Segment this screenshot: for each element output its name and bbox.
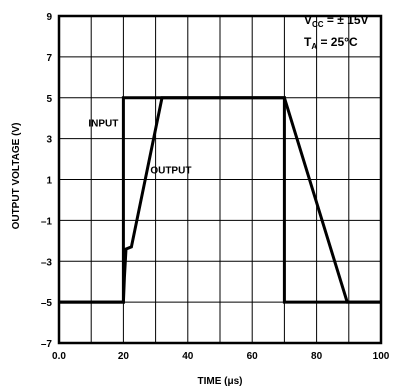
x-tick-label: 60 [247, 351, 259, 362]
y-tick-label: 5 [46, 94, 52, 105]
y-tick-label: –1 [41, 216, 53, 227]
x-tick-label: 100 [373, 351, 390, 362]
y-tick-label: –3 [41, 257, 53, 268]
x-tick-label: 0.0 [52, 351, 66, 362]
series-labels: INPUT OUTPUT [88, 118, 191, 176]
series-label-output: OUTPUT [150, 165, 191, 176]
vcc-prefix: V [304, 13, 312, 27]
series-line-output [59, 96, 381, 304]
series-lines [59, 96, 381, 304]
ta-annotation: TA = 25°C [304, 35, 358, 51]
x-axis-label: TIME (μs) [197, 376, 242, 387]
conditions-annotation: VCC = ± 15V TA = 25°C [304, 13, 369, 51]
x-tick-label: 20 [118, 351, 130, 362]
y-tick-label: –7 [41, 339, 53, 350]
x-tick-label: 40 [182, 351, 194, 362]
vcc-value: = ± 15V [324, 13, 369, 27]
x-tick-label: 80 [311, 351, 323, 362]
tick-labels: 0.0 20 40 60 80 100 9 7 5 3 1 –1 –3 –5 –7 [41, 12, 390, 362]
ta-subscript: A [311, 42, 317, 51]
y-axis-label: OUTPUT VOLTAGE (V) [11, 123, 22, 230]
series-label-input: INPUT [88, 118, 118, 129]
y-tick-label: 3 [46, 135, 52, 146]
ta-prefix: T [304, 35, 312, 49]
y-tick-label: –5 [41, 298, 53, 309]
vcc-annotation: VCC = ± 15V [304, 13, 369, 29]
plot-frame [57, 14, 383, 345]
y-tick-label: 7 [46, 53, 52, 64]
y-tick-label: 9 [46, 12, 52, 23]
grid [59, 16, 381, 343]
vcc-subscript: CC [312, 20, 324, 29]
ta-value: = 25°C [317, 35, 358, 49]
y-tick-label: 1 [46, 176, 52, 187]
